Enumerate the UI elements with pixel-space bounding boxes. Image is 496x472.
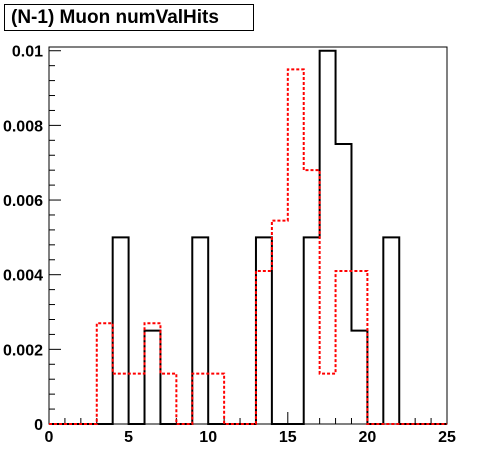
- y-tick-label: 0: [34, 417, 43, 434]
- y-tick-label: 0.004: [3, 268, 43, 285]
- x-tick-label: 10: [199, 429, 217, 446]
- y-tick-label: 0.006: [3, 193, 43, 210]
- plot-frame: [48, 46, 448, 425]
- x-tick-label: 25: [438, 429, 456, 446]
- x-tick-label: 5: [124, 429, 133, 446]
- y-axis: 0 0.002 0.004 0.006 0.008 0.01: [3, 44, 61, 434]
- series-solid-black-line: [49, 49, 447, 425]
- x-tick-label: 20: [359, 429, 377, 446]
- y-tick-label: 0.01: [12, 44, 43, 61]
- x-axis: 0 5 10 15 20 25: [45, 412, 456, 446]
- y-tick-label: 0.002: [3, 342, 43, 359]
- series-layer: [49, 49, 447, 425]
- x-tick-label: 15: [279, 429, 297, 446]
- y-tick-label: 0.008: [3, 118, 43, 135]
- chart-title: (N-1) Muon numValHits: [4, 4, 254, 31]
- series-dashed-red-line: [49, 68, 447, 425]
- x-tick-label: 0: [45, 429, 54, 446]
